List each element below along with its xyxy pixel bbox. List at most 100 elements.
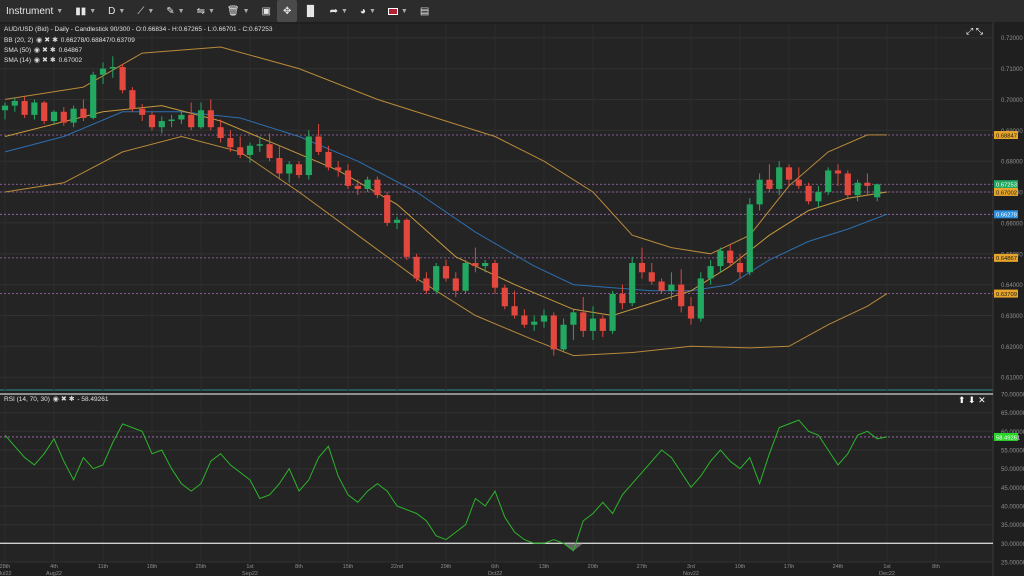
gear-icon[interactable]: ✱ <box>49 47 56 54</box>
candle-body <box>80 108 87 118</box>
candle-body <box>178 114 185 120</box>
candle <box>11 97 18 112</box>
candle-body <box>864 182 871 186</box>
eye-icon[interactable]: ◉ <box>33 47 41 54</box>
chevron-down-icon: ▼ <box>147 7 155 15</box>
candle <box>256 136 263 152</box>
price-badge-label: 0.63709 <box>996 292 1017 298</box>
candle-body <box>374 179 381 196</box>
close-icon[interactable]: ✖ <box>60 396 67 403</box>
bar-chart-icon: ▐▌ <box>303 5 318 17</box>
candle-body <box>344 170 352 186</box>
move-pane-icon[interactable]: ⬆ ⬇ ✕ <box>958 395 986 405</box>
candle-body <box>158 121 165 128</box>
close-icon[interactable]: ✖ <box>44 37 51 44</box>
candle-body <box>364 179 371 189</box>
candle-body <box>795 179 802 186</box>
legend-rsi-value: 58.49261 <box>81 395 109 403</box>
eye-icon[interactable]: ◉ <box>52 396 59 403</box>
gear-icon[interactable]: ✱ <box>68 396 75 403</box>
price-tick-label: 0.62000 <box>1001 345 1023 351</box>
candle <box>648 263 655 285</box>
rsi-tick-label: 55.00000 <box>1001 449 1024 455</box>
tools-button[interactable]: ⇋ ▼ <box>191 0 221 22</box>
maximize-pane-icon[interactable]: ⤢ ⤡ <box>966 26 983 36</box>
price-badge <box>994 210 1018 219</box>
candle-body <box>403 219 410 257</box>
candle-body <box>511 306 518 316</box>
rsi-tick-label: 30.00000 <box>1001 542 1024 548</box>
draw-line-button[interactable]: ⟋ ▼ <box>131 0 160 22</box>
candle <box>70 105 77 128</box>
brush-button[interactable]: ✎ ▼ <box>160 0 190 22</box>
candle-body <box>658 281 665 291</box>
indicators-button[interactable]: ▐▌ <box>297 0 323 22</box>
layout-button[interactable]: ▣ <box>256 0 277 22</box>
candle <box>531 315 538 331</box>
time-tick-day: 8th <box>932 564 940 570</box>
candle-body <box>560 324 567 350</box>
candle <box>197 102 205 129</box>
candle-body <box>246 145 254 155</box>
legend-bb-values: 0.66278/0.68847/0.63709 <box>60 36 135 44</box>
eye-icon[interactable]: ◉ <box>36 37 43 44</box>
candle <box>442 259 450 282</box>
legend-sma50-label: SMA (50) <box>4 46 32 54</box>
time-tick-day: 22nd <box>391 564 403 570</box>
eye-icon[interactable]: ◉ <box>33 57 41 64</box>
candle-body <box>776 167 783 189</box>
candle-body <box>805 185 812 202</box>
price-tick-label: 0.70000 <box>1001 98 1023 104</box>
candle-body <box>834 170 842 174</box>
candle-type-button[interactable]: ▮▮ ▼ <box>69 0 102 22</box>
price-badge <box>994 131 1018 140</box>
candle <box>550 312 557 356</box>
candle-body <box>442 266 450 279</box>
candle <box>668 272 675 301</box>
trash-button[interactable]: 🗑 ▼ <box>221 0 256 22</box>
candle-body <box>31 102 38 115</box>
candle-body <box>148 114 156 128</box>
candle <box>815 185 822 208</box>
candle <box>452 272 459 297</box>
candle <box>727 244 734 267</box>
fullscreen-button[interactable]: ✥ <box>277 0 298 22</box>
price-chart[interactable]: 0.720000.710000.700000.690000.680000.670… <box>0 22 1024 576</box>
language-button[interactable]: ▼ <box>382 0 414 22</box>
candle-body <box>472 263 479 267</box>
candle <box>276 145 283 180</box>
time-tick-day: 27th <box>637 564 648 570</box>
candle-body <box>668 284 675 291</box>
share-button[interactable]: ➦ ▼ <box>324 0 354 22</box>
candle <box>286 161 293 183</box>
candle <box>90 71 97 120</box>
chevron-down-icon: ▼ <box>56 7 64 15</box>
timeframe-dropdown[interactable]: D ▼ <box>102 0 131 22</box>
price-badge <box>994 180 1018 189</box>
close-icon[interactable]: ✖ <box>42 57 48 64</box>
layout-icon: ▣ <box>261 5 271 17</box>
gear-icon[interactable]: ✱ <box>49 57 56 64</box>
time-tick-day: 24th <box>833 564 844 570</box>
candle-body <box>295 164 303 176</box>
time-tick-day: 1st <box>883 564 891 570</box>
candle-body <box>276 158 283 174</box>
candle-body <box>452 278 459 291</box>
legend-sma14: SMA (14) ◉ ✖ ✱ 0.67002 <box>4 56 82 65</box>
theme-button[interactable]: ◕ ▼ <box>354 0 382 22</box>
gear-icon[interactable]: ✱ <box>52 37 58 44</box>
candle-body <box>854 182 861 196</box>
instrument-dropdown[interactable]: Instrument ▼ <box>0 0 69 22</box>
trash-icon: 🗑 <box>226 5 240 17</box>
candle <box>423 272 430 294</box>
sma14-line <box>4 105 888 317</box>
legend-bb-label: BB (20, 2) <box>4 36 34 44</box>
candle <box>374 176 381 199</box>
candle <box>501 284 508 310</box>
settings-button[interactable]: ▤ <box>414 0 435 22</box>
candle-body <box>315 136 322 152</box>
candle <box>795 167 802 189</box>
candle-body <box>207 110 214 128</box>
close-icon[interactable]: ✖ <box>42 47 48 54</box>
rsi-badge-label: 58.49261 <box>996 435 1020 441</box>
